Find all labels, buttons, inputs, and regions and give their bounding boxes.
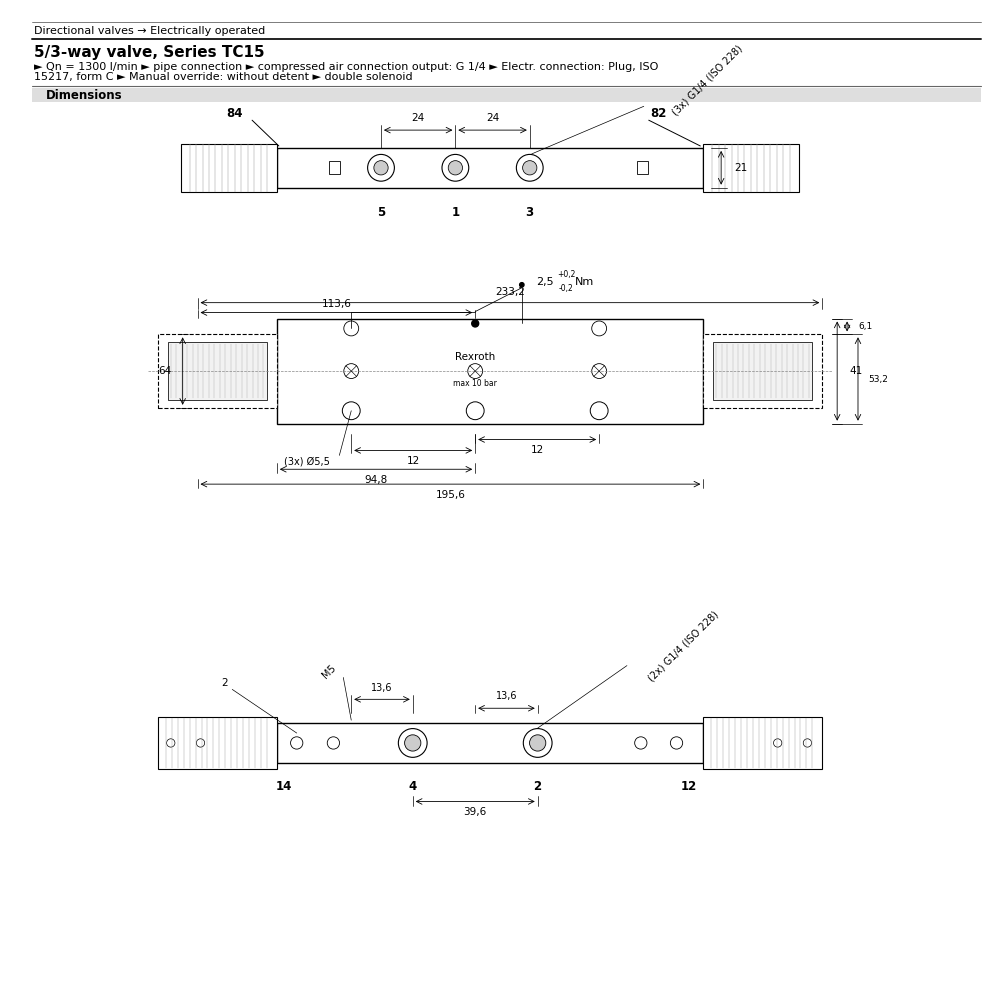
Circle shape <box>291 737 303 749</box>
Circle shape <box>442 154 469 181</box>
Bar <box>703 144 799 192</box>
Bar <box>32 88 981 102</box>
Text: 12: 12 <box>531 445 544 455</box>
Text: 13,6: 13,6 <box>496 691 517 701</box>
Text: 6,1: 6,1 <box>859 322 873 331</box>
Text: 84: 84 <box>226 107 242 120</box>
Text: 64: 64 <box>158 366 171 376</box>
Text: 21: 21 <box>734 163 748 173</box>
Text: 24: 24 <box>412 113 425 123</box>
Bar <box>329 161 340 174</box>
Circle shape <box>167 739 175 747</box>
Circle shape <box>803 739 812 747</box>
Bar <box>277 723 703 763</box>
Text: 14: 14 <box>276 780 292 793</box>
Circle shape <box>368 154 394 181</box>
Circle shape <box>196 739 205 747</box>
Bar <box>158 717 277 769</box>
Bar <box>277 148 703 188</box>
Text: (3x) G1/4 (ISO 228): (3x) G1/4 (ISO 228) <box>671 43 745 118</box>
Text: Directional valves → Electrically operated: Directional valves → Electrically operat… <box>34 26 265 36</box>
Bar <box>713 342 812 400</box>
Circle shape <box>472 320 479 327</box>
Text: (2x) G1/4 (ISO 228): (2x) G1/4 (ISO 228) <box>647 609 721 683</box>
Text: 5: 5 <box>377 206 385 219</box>
Text: 39,6: 39,6 <box>464 807 487 817</box>
Circle shape <box>398 729 427 757</box>
Circle shape <box>342 402 360 420</box>
Bar <box>277 319 703 424</box>
Text: 94,8: 94,8 <box>364 475 388 485</box>
Circle shape <box>523 729 552 757</box>
Text: M5: M5 <box>321 663 338 680</box>
Circle shape <box>374 161 388 175</box>
Text: -0,2: -0,2 <box>559 284 574 293</box>
Text: max 10 bar: max 10 bar <box>453 379 497 388</box>
Circle shape <box>448 161 463 175</box>
Circle shape <box>523 161 537 175</box>
Bar <box>181 144 277 192</box>
Text: 113,6: 113,6 <box>321 299 351 309</box>
Text: 2,5: 2,5 <box>536 277 553 287</box>
Text: 24: 24 <box>486 113 499 123</box>
Circle shape <box>327 737 340 749</box>
Text: 2: 2 <box>221 678 228 688</box>
Text: 53,2: 53,2 <box>868 375 888 384</box>
Circle shape <box>670 737 683 749</box>
Text: 195,6: 195,6 <box>435 490 465 500</box>
Bar <box>637 161 648 174</box>
Text: 5/3-way valve, Series TC15: 5/3-way valve, Series TC15 <box>34 45 265 60</box>
Text: 13,6: 13,6 <box>371 683 393 693</box>
Text: (3x) Ø5,5: (3x) Ø5,5 <box>284 456 330 466</box>
Text: Dimensions: Dimensions <box>46 89 122 102</box>
Text: Rexroth: Rexroth <box>455 352 495 362</box>
Text: 1: 1 <box>451 206 459 219</box>
Circle shape <box>520 283 524 287</box>
Bar <box>168 342 267 400</box>
Text: 2: 2 <box>534 780 542 793</box>
Bar <box>703 717 822 769</box>
Text: 3: 3 <box>526 206 534 219</box>
Text: 4: 4 <box>409 780 417 793</box>
Text: 12: 12 <box>680 780 697 793</box>
Text: 233,2: 233,2 <box>495 287 525 297</box>
Text: ► Qn = 1300 l/min ► pipe connection ► compressed air connection output: G 1/4 ► : ► Qn = 1300 l/min ► pipe connection ► co… <box>34 62 658 72</box>
Circle shape <box>466 402 484 420</box>
Circle shape <box>516 154 543 181</box>
Circle shape <box>590 402 608 420</box>
Text: 41: 41 <box>849 366 863 376</box>
Text: Nm: Nm <box>575 277 594 287</box>
Text: 12: 12 <box>407 456 420 466</box>
Text: 82: 82 <box>650 107 667 120</box>
Circle shape <box>774 739 782 747</box>
Circle shape <box>530 735 546 751</box>
Text: 15217, form C ► Manual override: without detent ► double solenoid: 15217, form C ► Manual override: without… <box>34 72 413 82</box>
Bar <box>703 334 822 408</box>
Text: +0,2: +0,2 <box>557 270 576 279</box>
Bar <box>158 334 277 408</box>
Circle shape <box>405 735 421 751</box>
Circle shape <box>635 737 647 749</box>
